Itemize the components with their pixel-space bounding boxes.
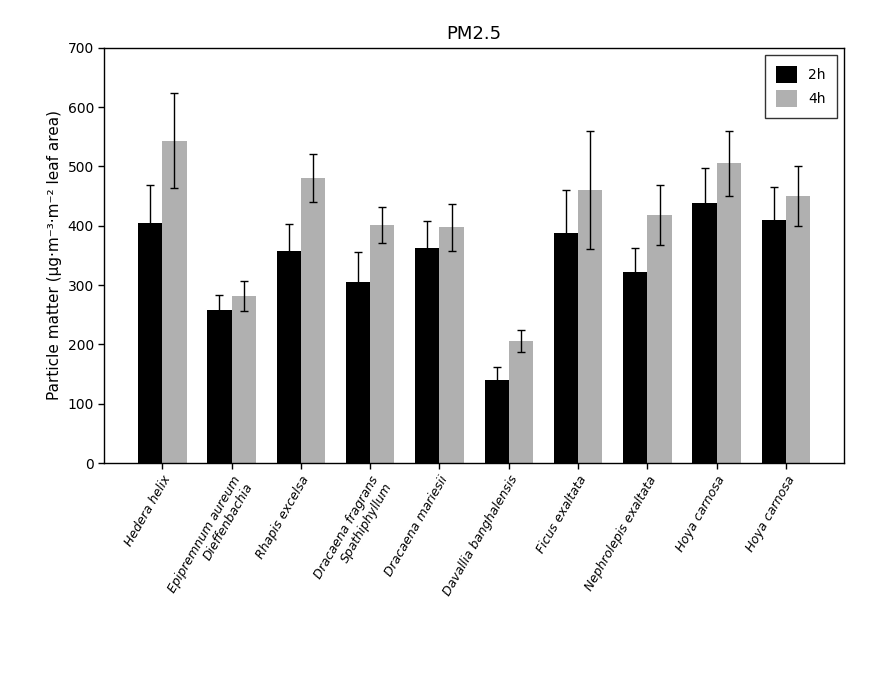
Bar <box>301 178 325 463</box>
Bar <box>785 196 809 463</box>
Bar <box>692 203 716 463</box>
Bar <box>577 190 601 463</box>
Bar <box>554 233 577 463</box>
Bar <box>231 296 255 463</box>
Bar <box>647 215 671 463</box>
Y-axis label: Particle matter (μg·m⁻³·m⁻² leaf area): Particle matter (μg·m⁻³·m⁻² leaf area) <box>47 110 62 400</box>
Bar <box>508 340 533 463</box>
Bar <box>276 251 301 463</box>
Bar <box>716 163 740 463</box>
Bar <box>484 380 508 463</box>
Bar <box>761 220 785 463</box>
Legend: 2h, 4h: 2h, 4h <box>765 54 836 118</box>
Bar <box>415 248 439 463</box>
Bar <box>207 310 231 463</box>
Bar <box>439 227 463 463</box>
Title: PM2.5: PM2.5 <box>446 25 501 44</box>
Bar <box>622 272 647 463</box>
Bar <box>163 141 186 463</box>
Bar <box>138 223 163 463</box>
Bar <box>346 282 370 463</box>
Bar <box>370 225 394 463</box>
